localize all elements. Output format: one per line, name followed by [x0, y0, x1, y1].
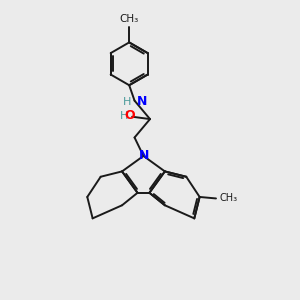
Text: N: N [139, 149, 149, 162]
Text: CH₃: CH₃ [120, 14, 139, 24]
Text: H: H [120, 110, 128, 121]
Text: CH₃: CH₃ [220, 194, 238, 203]
Text: H: H [123, 97, 131, 107]
Text: N: N [137, 95, 147, 108]
Text: O: O [124, 109, 135, 122]
